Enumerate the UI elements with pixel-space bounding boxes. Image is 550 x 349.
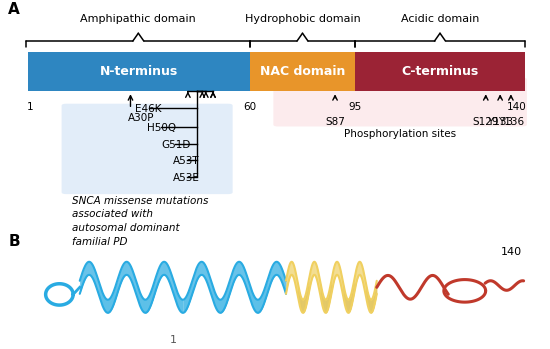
Text: A53E: A53E [173, 173, 200, 183]
Text: 60: 60 [244, 102, 257, 112]
Text: 1: 1 [170, 335, 177, 345]
FancyBboxPatch shape [62, 104, 233, 194]
Text: C-terminus: C-terminus [402, 65, 478, 78]
Text: S129: S129 [472, 118, 499, 127]
Text: Y136: Y136 [498, 118, 524, 127]
Text: Y133: Y133 [487, 118, 513, 127]
Bar [28, 52, 250, 91]
Text: NAC domain: NAC domain [260, 65, 345, 78]
Text: 95: 95 [348, 102, 361, 112]
Text: H50Q: H50Q [147, 123, 176, 133]
Text: G51D: G51D [161, 140, 190, 149]
Text: A53T: A53T [173, 156, 200, 166]
Text: Acidic domain: Acidic domain [401, 14, 479, 24]
FancyBboxPatch shape [273, 77, 527, 126]
Bar [355, 52, 525, 91]
Text: S87: S87 [325, 118, 345, 127]
Text: E46K: E46K [135, 104, 161, 114]
Text: 140: 140 [500, 247, 521, 257]
Text: Phosphorylation sites: Phosphorylation sites [344, 129, 456, 139]
Text: A30P: A30P [128, 113, 154, 124]
Text: SNCA missense mutations
associated with
autosomal dominant
familial PD: SNCA missense mutations associated with … [72, 196, 208, 247]
Text: A: A [8, 2, 20, 17]
Text: Hydrophobic domain: Hydrophobic domain [245, 14, 360, 24]
Text: B: B [8, 234, 20, 249]
Text: 140: 140 [507, 102, 527, 112]
Text: 1: 1 [26, 102, 33, 112]
Bar [250, 52, 355, 91]
Text: N-terminus: N-terminus [100, 65, 178, 78]
Text: Amphipathic domain: Amphipathic domain [80, 14, 196, 24]
